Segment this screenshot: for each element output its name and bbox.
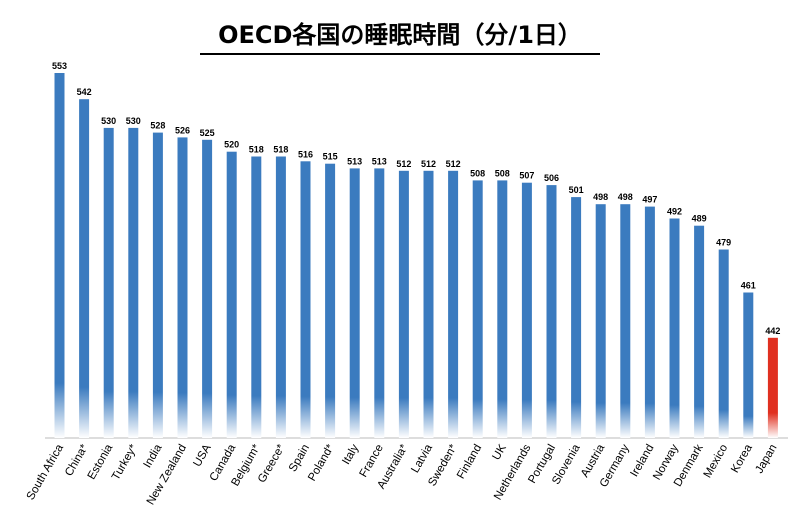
chart-title: OECD各国の睡眠時間（分/1日）: [218, 21, 582, 49]
bar-value-label: 542: [77, 87, 92, 97]
bar-japan: [767, 337, 778, 438]
bar-value-label: 525: [200, 128, 215, 138]
bar-uk: [497, 180, 508, 438]
bar-estonia: [103, 127, 114, 439]
bar-sweden: [448, 170, 459, 439]
bar-slovenia: [571, 197, 582, 438]
bar-value-label: 518: [249, 145, 264, 155]
category-tick-label: South Africa: [25, 442, 67, 502]
bar-value-label: 508: [495, 168, 510, 178]
bar-mexico: [718, 249, 729, 438]
title-underline: [200, 53, 600, 55]
category-tick-label: Finland: [455, 443, 484, 482]
bar-value-label: 518: [273, 145, 288, 155]
bar-value-label: 513: [347, 156, 362, 166]
bar-value-label: 528: [150, 121, 165, 131]
bar-china: [79, 99, 90, 438]
bar-value-label: 498: [593, 192, 608, 202]
bar-value-label: 512: [421, 159, 436, 169]
bar-value-label: 513: [372, 156, 387, 166]
category-tick-label: USA: [191, 442, 213, 469]
bar-canada: [226, 151, 237, 438]
bar-korea: [743, 292, 754, 438]
bar-turkey: [128, 127, 139, 439]
bar-value-label: 526: [175, 125, 190, 135]
bar-value-label: 520: [224, 140, 239, 150]
bar-value-label: 498: [618, 192, 633, 202]
bar-belgium: [251, 156, 262, 438]
bar-poland: [325, 163, 336, 438]
bar-ireland: [644, 206, 655, 438]
bar-finland: [472, 180, 483, 438]
bar-new-zealand: [177, 137, 188, 438]
bar-value-label: 507: [519, 171, 534, 181]
bar-spain: [300, 161, 311, 439]
category-tick-label: Spain: [287, 443, 312, 474]
bar-greece: [275, 156, 286, 438]
bar-germany: [620, 204, 631, 438]
category-tick-label: Japan: [753, 443, 779, 476]
bar-portugal: [546, 185, 557, 438]
bar-value-label: 512: [396, 159, 411, 169]
bar-value-label: 515: [323, 152, 338, 162]
bar-value-label: 530: [126, 116, 141, 126]
bar-value-label: 530: [101, 116, 116, 126]
bar-value-label: 461: [741, 281, 756, 291]
category-tick-label: UK: [491, 442, 510, 462]
bar-value-label: 512: [446, 159, 461, 169]
bar-value-label: 479: [716, 238, 731, 248]
category-tick-label: Latvia: [409, 442, 435, 475]
bar-value-label: 506: [544, 173, 559, 183]
bar-value-label: 516: [298, 149, 313, 159]
bar-norway: [669, 218, 680, 438]
category-tick-label: Italy: [340, 442, 361, 466]
bar-south-africa: [54, 73, 65, 438]
bar-value-label: 442: [765, 326, 780, 336]
bar-value-label: 501: [569, 185, 584, 195]
bar-usa: [202, 139, 213, 439]
category-tick-label: Mexico: [702, 443, 731, 481]
bar-latvia: [423, 170, 434, 439]
bar-austria: [595, 204, 606, 438]
bar-netherlands: [521, 182, 532, 438]
bar-france: [374, 168, 385, 438]
bar-value-label: 497: [642, 195, 657, 205]
bar-value-label: 492: [667, 207, 682, 217]
category-tick-label: Korea: [729, 442, 755, 475]
bar-italy: [349, 168, 360, 438]
bar-australia: [398, 170, 409, 439]
bar-value-label: 553: [52, 61, 67, 71]
bar-denmark: [694, 225, 705, 438]
bar-india: [152, 132, 163, 438]
category-tick-label: India: [142, 442, 165, 470]
bar-value-label: 489: [692, 214, 707, 224]
bar-value-label: 508: [470, 168, 485, 178]
